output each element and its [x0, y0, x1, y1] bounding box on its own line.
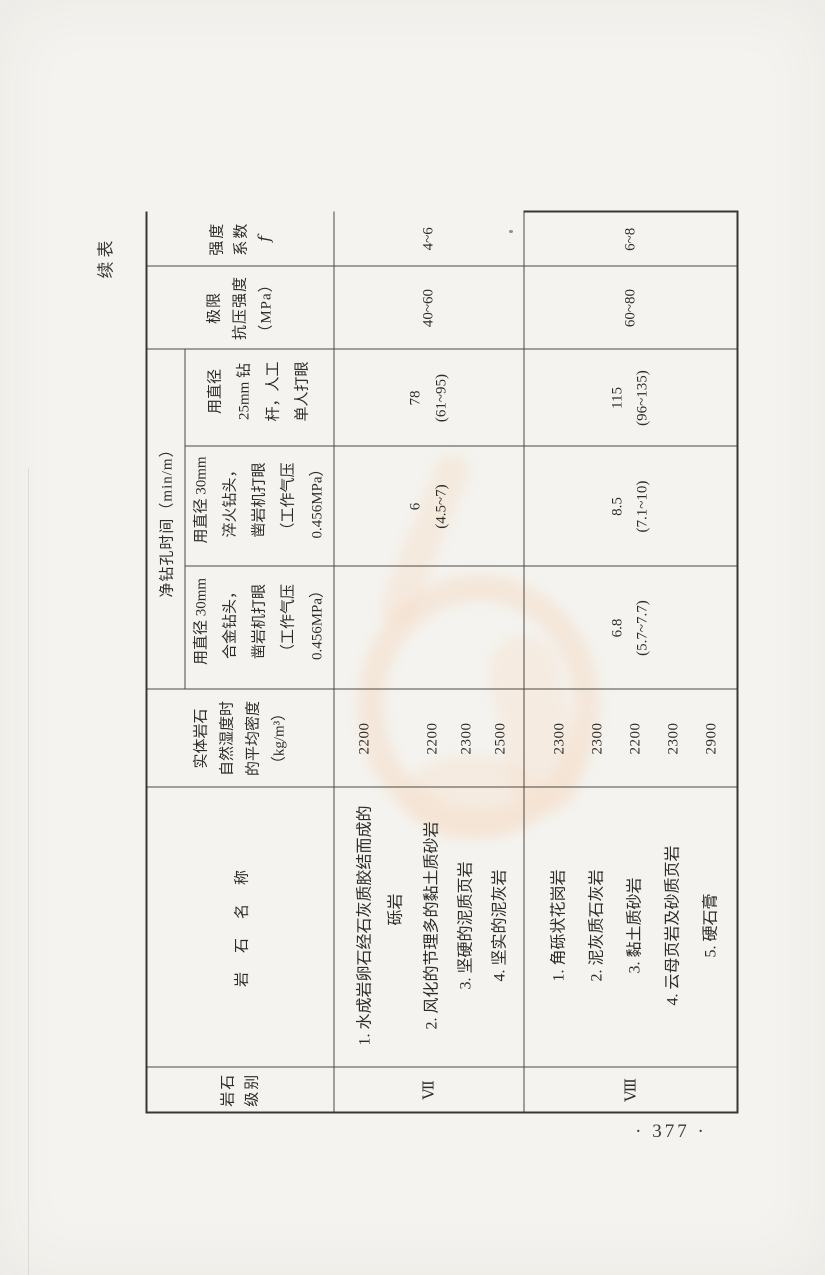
rock-name-item: 1. 水成岩卵石经石灰质胶结而成的 砾岩 — [356, 805, 405, 1046]
density-value: 2200 — [356, 722, 373, 755]
density-value: 2200 — [424, 722, 441, 755]
density-value: 2300 — [589, 722, 605, 755]
table-continued-label: 续表 — [96, 236, 116, 279]
rock-name-item: 5. 硬石膏 — [702, 893, 719, 958]
density-value: 2300 — [665, 722, 681, 755]
density-value: 2900 — [703, 722, 719, 755]
rock-name-item: 3. 坚硬的泥质页岩 — [457, 861, 475, 990]
density-cell: 2300 2300 2200 2300 2900 — [524, 689, 738, 788]
header-compressive-strength: 极限 抗压强度 （MPa） — [146, 266, 334, 350]
density-value: 2200 — [627, 722, 643, 755]
rock-name-item: 4. 云母页岩及砂质页岩 — [664, 845, 681, 1006]
header-rock-name: 岩 石 名 称 — [146, 787, 334, 1068]
page-number: · 377 · — [635, 1121, 707, 1142]
watermark-shape — [402, 755, 542, 840]
table-row-grade-7: Ⅶ 1. 水成岩卵石经石灰质胶结而成的 砾岩 2. 风化的节理多的黏土质砂岩 3… — [334, 211, 524, 1113]
compressive-cell: 40~60 — [334, 266, 524, 350]
rotated-table-area: 续表 岩石 级别 岩 石 名 称 实体岩石 自然湿度时 的平均密度 （kg/m³… — [97, 210, 739, 1114]
header-rock-grade: 岩石 级别 — [146, 1067, 334, 1113]
rock-names-cell: 1. 角砾状花岗岩 2. 泥灰质石灰岩 3. 黏土质砂岩 4. 云母页岩及砂质页… — [524, 787, 738, 1068]
header-drill-alloy-bit: 用直径 30mm 合金钻头， 凿岩机打眼 （工作气压 0.456MPa） — [185, 566, 334, 690]
coefficient-cell: 6~8 — [524, 211, 738, 267]
time-quenched-cell: 8.5 (7.1~10) — [524, 446, 738, 567]
time-manual-cell: 78 (61~95) — [334, 349, 524, 447]
strength-coefficient-symbol: f — [254, 235, 274, 242]
density-value: 2500 — [492, 722, 509, 755]
time-alloy-cell: 6.8 (5.7~7.7) — [524, 566, 738, 690]
header-strength-coefficient: 强度 系数 f — [146, 211, 334, 267]
grade-cell: Ⅶ — [334, 1067, 524, 1113]
time-alloy-cell — [334, 566, 524, 690]
grade-cell: Ⅷ — [524, 1067, 738, 1113]
strength-coefficient-label: 强度 系数 — [209, 221, 250, 256]
header-density: 实体岩石 自然湿度时 的平均密度 （kg/m³） — [146, 689, 334, 788]
header-drill-manual: 用直径 25mm 钻 杆，人工 单人打眼 — [185, 349, 334, 447]
table-row-grade-8: Ⅷ 1. 角砾状花岗岩 2. 泥灰质石灰岩 3. 黏土质砂岩 4. 云母页岩及砂… — [524, 211, 738, 1113]
rock-name-item: 3. 黏土质砂岩 — [626, 877, 643, 974]
print-speck — [509, 230, 513, 233]
header-drill-time-group: 净钻孔时间（min/m） — [146, 349, 185, 690]
rock-name-item: 2. 泥灰质石灰岩 — [588, 869, 605, 982]
rock-drilling-table: 岩石 级别 岩 石 名 称 实体岩石 自然湿度时 的平均密度 （kg/m³） 净… — [145, 210, 739, 1114]
density-value: 2300 — [551, 722, 567, 755]
rock-name-item: 4. 坚实的泥灰岩 — [491, 869, 509, 982]
time-quenched-cell: 6 (4.5~7) — [334, 446, 524, 567]
rock-name-item: 1. 角砾状花岗岩 — [550, 869, 567, 982]
header-drill-quenched-bit: 用直径 30mm 淬火钻头， 凿岩机打眼 （工作气压 0.456MPa） — [185, 446, 334, 567]
rock-name-item: 2. 风化的节理多的黏土质砂岩 — [423, 821, 441, 1030]
rock-names-cell: 1. 水成岩卵石经石灰质胶结而成的 砾岩 2. 风化的节理多的黏土质砂岩 3. … — [334, 787, 524, 1068]
scan-crease — [28, 468, 29, 1275]
compressive-cell: 60~80 — [524, 266, 738, 350]
density-value: 2300 — [458, 722, 475, 755]
density-cell: 2200 2200 2300 2500 — [334, 689, 524, 788]
coefficient-cell: 4~6 — [334, 211, 524, 267]
time-manual-cell: 115 (96~135) — [524, 349, 738, 447]
